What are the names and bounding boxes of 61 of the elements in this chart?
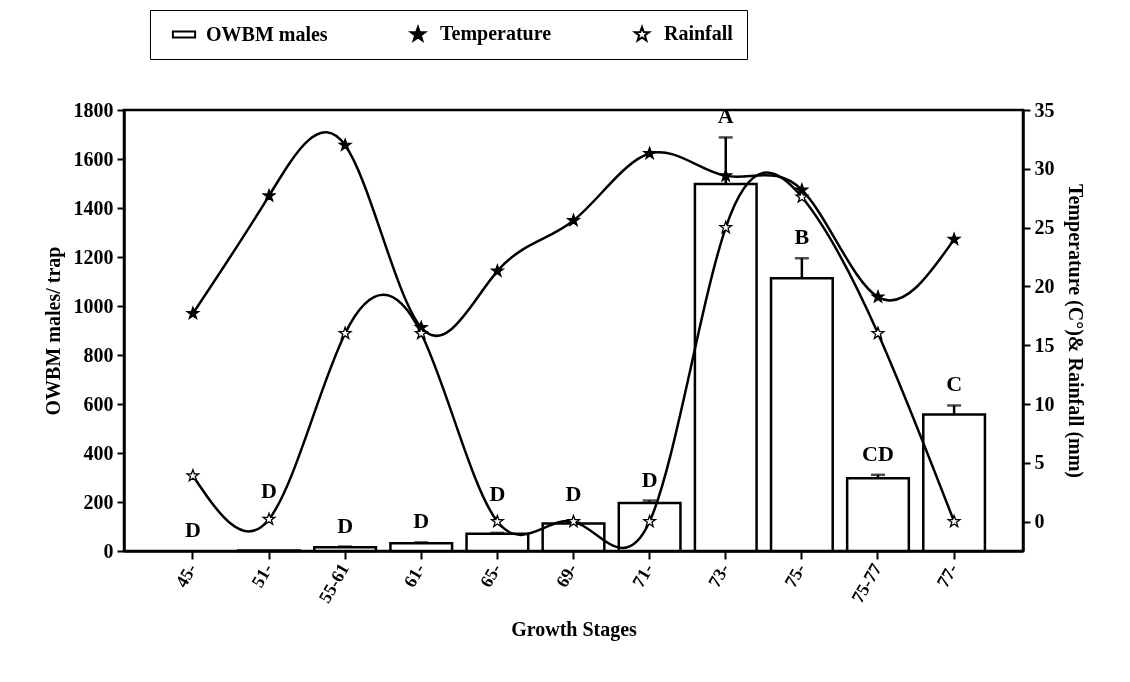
point (871, 290, 885, 303)
legend-label: Rainfall (664, 22, 734, 45)
annotation: D (184, 517, 201, 542)
point (871, 326, 885, 340)
y2-tick-label: 30 (1034, 157, 1055, 180)
point (338, 326, 352, 340)
point (567, 514, 580, 528)
annotation: D (413, 508, 430, 534)
y-tick-label: 0 (103, 539, 114, 562)
point (643, 514, 657, 528)
y2-tick-label: 35 (1034, 98, 1055, 121)
point (490, 264, 504, 277)
y-tick-label: 200 (83, 490, 114, 513)
point (643, 146, 657, 160)
annotation: D (565, 480, 582, 506)
x-tick-label: 61- (399, 560, 430, 591)
point (262, 189, 276, 202)
x-tick-label: 69- (551, 560, 582, 591)
x-tick-label: 71- (628, 560, 658, 591)
x-tick-label: 51- (247, 560, 277, 591)
y-tick-label: 1800 (73, 98, 114, 121)
y-tick-label: 1000 (73, 294, 114, 317)
legend-label: OWBM males (206, 22, 328, 45)
annotation: B (794, 224, 810, 250)
point (262, 512, 276, 525)
x-tick-label: 65- (475, 560, 506, 591)
annotation: D (489, 480, 506, 506)
y-tick-label: 800 (83, 343, 114, 366)
y-tick-label: 1600 (73, 147, 114, 170)
point (719, 220, 733, 234)
point (947, 514, 961, 528)
x-axis-title: Growth Stages (511, 618, 638, 642)
y2-axis-title: Temperature (C°)& Rainfall (mm) (1063, 183, 1087, 479)
x-tick-label: 77- (932, 560, 962, 591)
y2-tick-label: 10 (1034, 392, 1055, 415)
point (338, 138, 352, 151)
x-tick-label: 75- (780, 560, 810, 591)
annotation: C (946, 371, 963, 397)
point (186, 306, 200, 320)
y-tick-label: 1200 (73, 245, 114, 268)
annotation: D (641, 466, 658, 492)
point (947, 232, 961, 245)
y2-tick-label: 5 (1034, 451, 1045, 474)
y-tick-label: 1400 (73, 196, 114, 219)
y-axis-title: OWBM males/ trap (41, 246, 65, 416)
point (186, 468, 200, 482)
y2-tick-label: 0 (1034, 510, 1045, 533)
x-tick-label: 73- (704, 560, 734, 591)
y2-tick-label: 15 (1034, 333, 1055, 356)
point (490, 514, 504, 528)
point (719, 169, 733, 182)
y2-tick-label: 25 (1034, 216, 1055, 239)
annotation: D (337, 512, 354, 538)
point (567, 213, 580, 227)
y2-tick-label: 20 (1034, 274, 1055, 297)
annotation: CD (862, 440, 894, 466)
annotation: D (261, 478, 277, 504)
x-tick-label: 45- (171, 560, 201, 591)
y-tick-label: 400 (83, 441, 114, 464)
legend-label: Temperature (440, 22, 552, 46)
y-tick-label: 600 (83, 392, 114, 415)
